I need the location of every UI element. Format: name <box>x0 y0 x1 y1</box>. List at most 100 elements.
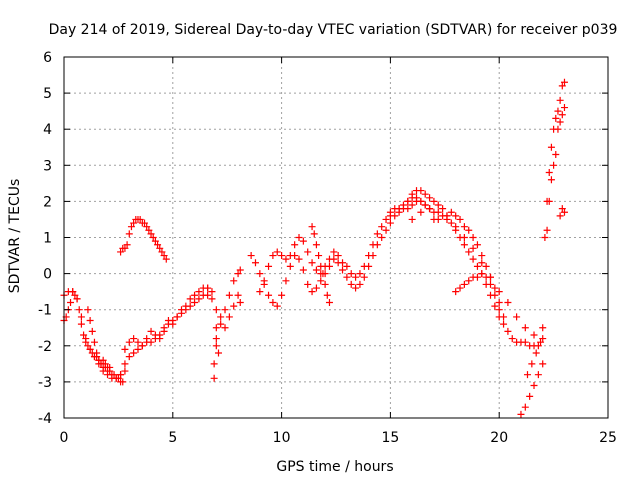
data-point <box>125 353 133 361</box>
data-point <box>469 234 477 241</box>
data-point <box>325 298 333 306</box>
data-point <box>286 252 294 260</box>
data-point <box>460 234 468 241</box>
data-point <box>473 262 481 270</box>
data-point <box>234 291 242 299</box>
data-point <box>99 367 107 375</box>
data-point <box>225 313 233 321</box>
data-point <box>434 201 442 209</box>
data-point <box>426 205 434 213</box>
data-point <box>530 331 538 339</box>
data-point <box>473 273 481 281</box>
data-point <box>439 205 447 213</box>
data-point <box>77 313 85 321</box>
data-point <box>225 291 233 299</box>
data-point <box>134 338 142 346</box>
data-point <box>528 360 536 368</box>
data-point <box>378 223 386 231</box>
data-point <box>119 378 127 386</box>
data-point <box>299 237 307 245</box>
data-point <box>325 255 333 263</box>
series-arc-20 <box>543 150 560 234</box>
series-arc-7 <box>204 266 244 321</box>
data-point <box>90 338 98 346</box>
data-point <box>558 111 566 119</box>
data-point <box>154 241 162 249</box>
data-point <box>417 208 425 216</box>
data-point <box>547 176 555 184</box>
data-point <box>299 266 307 274</box>
data-point <box>443 212 451 220</box>
data-point <box>141 219 149 227</box>
data-point <box>554 107 562 115</box>
data-point <box>517 410 525 418</box>
data-point <box>212 306 220 314</box>
data-point <box>308 288 316 296</box>
series-arc-8 <box>210 320 225 382</box>
data-point <box>323 291 331 299</box>
data-point <box>162 255 170 263</box>
data-point <box>452 212 460 220</box>
data-point <box>160 324 168 332</box>
data-point <box>456 215 464 223</box>
data-point <box>136 215 144 223</box>
data-point <box>123 241 131 249</box>
data-point <box>543 226 551 234</box>
data-point <box>112 374 120 382</box>
data-point <box>295 234 303 241</box>
data-point <box>278 252 286 260</box>
data-point <box>86 317 94 325</box>
series-arc-1 <box>60 288 127 386</box>
data-point <box>532 349 540 357</box>
data-point <box>204 284 212 292</box>
data-point <box>147 338 155 346</box>
data-point <box>178 306 186 314</box>
data-point <box>269 252 277 260</box>
data-point <box>164 317 172 325</box>
data-point <box>195 288 203 296</box>
data-point <box>125 230 133 238</box>
data-point <box>130 335 138 343</box>
data-point <box>465 248 473 256</box>
data-point <box>212 342 220 350</box>
data-point <box>75 306 83 314</box>
data-point <box>556 118 564 126</box>
data-point <box>127 223 135 231</box>
data-point <box>304 248 312 256</box>
data-point <box>447 219 455 227</box>
data-point <box>486 280 494 288</box>
data-point <box>491 284 499 292</box>
data-point <box>330 248 338 256</box>
data-point <box>143 335 151 343</box>
data-point <box>495 306 503 314</box>
data-point <box>408 190 416 198</box>
data-point <box>456 284 464 292</box>
data-point <box>71 291 79 299</box>
y-tick-label: 4 <box>43 122 52 138</box>
series-arc-11 <box>256 194 438 296</box>
series-arc-6 <box>117 215 170 263</box>
data-point <box>547 143 555 151</box>
data-point <box>191 298 199 306</box>
series-arc-12 <box>308 223 333 306</box>
data-point <box>121 345 129 353</box>
data-point <box>347 280 355 288</box>
y-tick-label: -3 <box>38 375 52 391</box>
data-point <box>214 349 222 357</box>
data-point <box>82 335 90 343</box>
x-tick-label: 0 <box>60 430 69 446</box>
data-point <box>93 349 101 357</box>
data-point <box>84 342 92 350</box>
data-point <box>478 259 486 267</box>
data-point <box>173 313 181 321</box>
data-point <box>210 374 218 382</box>
data-point <box>554 125 562 133</box>
data-point <box>315 252 323 260</box>
series-arc-21 <box>556 205 568 220</box>
data-point <box>550 161 558 169</box>
data-point <box>265 291 273 299</box>
data-point <box>482 262 490 270</box>
data-point <box>212 324 220 332</box>
data-point <box>347 270 355 278</box>
